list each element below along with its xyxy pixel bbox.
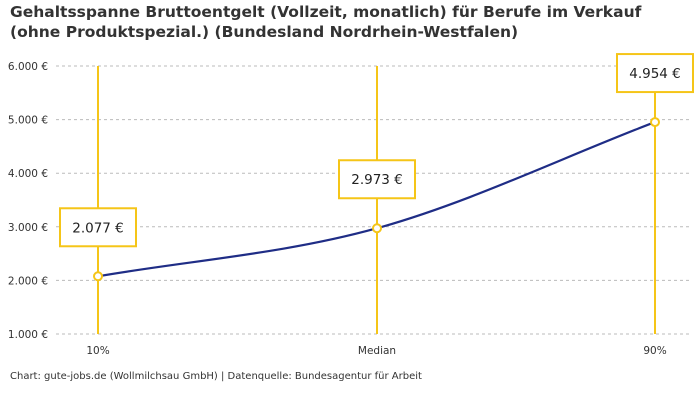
y-tick-label: 4.000 €	[8, 168, 48, 180]
x-tick-label: 10%	[86, 345, 109, 357]
y-tick-label: 5.000 €	[8, 115, 48, 127]
y-tick-label: 3.000 €	[8, 222, 48, 234]
chart-title: Gehaltsspanne Bruttoentgelt (Vollzeit, m…	[10, 3, 642, 41]
data-label-box	[59, 207, 137, 248]
y-axis-ticks: 1.000 € 2.000 € 3.000 € 4.000 € 5.000 € 6.000…	[8, 61, 48, 341]
y-tick-label: 2.000 €	[8, 275, 48, 287]
data-label: 2.077 €	[72, 220, 124, 236]
grid-lines	[56, 65, 690, 335]
data-label: 4.954 €	[629, 66, 681, 82]
y-tick-label: 6.000 €	[8, 61, 48, 73]
data-point	[372, 223, 382, 234]
y-tick-label: 1.000 €	[8, 329, 48, 341]
data-label-box	[338, 159, 416, 200]
data-point	[93, 271, 103, 282]
data-label: 2.973 €	[351, 172, 403, 188]
chart-footer: Chart: gute-jobs.de (Wollmilchsau GmbH) …	[10, 371, 422, 382]
x-tick-label: Median	[358, 345, 396, 357]
x-axis-ticks: 10% Median 90%	[86, 345, 666, 357]
data-point	[650, 117, 660, 128]
x-tick-label: 90%	[643, 345, 666, 357]
data-label-box	[616, 53, 694, 94]
data-points	[93, 117, 660, 282]
data-labels: 2.077 € 2.973 € 4.954 €	[59, 53, 694, 248]
percentile-markers	[97, 66, 656, 334]
